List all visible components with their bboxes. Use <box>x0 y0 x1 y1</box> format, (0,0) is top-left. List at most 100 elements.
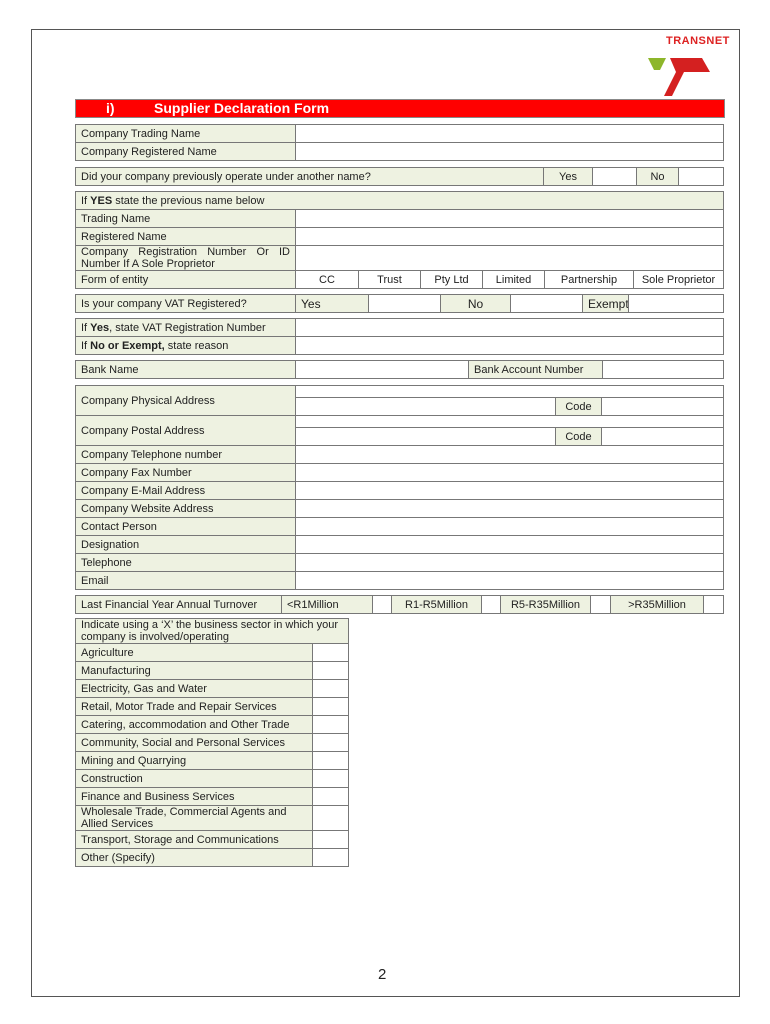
telephone-field[interactable] <box>295 445 724 464</box>
vat-details-table: If Yes, state VAT Registration Number If… <box>75 318 724 355</box>
label-telephone: Company Telephone number <box>75 445 296 464</box>
label-contact-email: Email <box>75 571 296 590</box>
label-vat-number: If Yes, state VAT Registration Number <box>75 318 296 337</box>
vat-reason-field[interactable] <box>295 336 724 355</box>
page-border <box>31 29 740 997</box>
entity-cc[interactable]: CC <box>295 270 359 289</box>
physical-address-line1[interactable] <box>295 385 724 398</box>
label-postal-code: Code <box>555 427 602 446</box>
label-website: Company Website Address <box>75 499 296 518</box>
contact-email-field[interactable] <box>295 571 724 590</box>
sector-checkbox[interactable] <box>312 848 349 867</box>
vat-reason-bold: No or Exempt, <box>90 339 165 352</box>
postal-code-field[interactable] <box>601 427 724 446</box>
turnover-option-label: <R1Million <box>281 595 373 614</box>
sector-checkbox[interactable] <box>312 697 349 716</box>
sector-checkbox[interactable] <box>312 643 349 662</box>
entity-sole-proprietor[interactable]: Sole Proprietor <box>633 270 724 289</box>
address-table: Company Physical Address Code Company Po… <box>75 385 724 518</box>
vat-number-field[interactable] <box>295 318 724 337</box>
label-physical-code: Code <box>555 397 602 416</box>
turnover-checkbox[interactable] <box>590 595 611 614</box>
previous-name-no-box[interactable] <box>678 167 724 186</box>
prev-trading-name-field[interactable] <box>295 209 724 228</box>
label-vat-yes: Yes <box>295 294 369 313</box>
entity-pty-ltd[interactable]: Pty Ltd <box>420 270 483 289</box>
sector-label: Catering, accommodation and Other Trade <box>75 715 313 734</box>
bank-name-field[interactable] <box>295 360 469 379</box>
email-address-field[interactable] <box>295 481 724 500</box>
transnet-logo-text: TRANSNET <box>666 35 730 47</box>
label-vat-exempt: Exempt <box>582 294 629 313</box>
form-title: Supplier Declaration Form <box>154 100 330 116</box>
vat-exempt-box[interactable] <box>628 294 724 313</box>
intro-prefix: If <box>81 194 91 207</box>
sector-checkbox[interactable] <box>312 805 349 831</box>
label-registration-number: Company Registration Number Or ID Number… <box>75 245 296 271</box>
sector-label: Agriculture <box>75 643 313 662</box>
bank-table: Bank Name Bank Account Number <box>75 360 724 379</box>
sector-checkbox[interactable] <box>312 769 349 788</box>
label-email-address: Company E-Mail Address <box>75 481 296 500</box>
physical-code-field[interactable] <box>601 397 724 416</box>
contact-telephone-field[interactable] <box>295 553 724 572</box>
turnover-checkbox[interactable] <box>703 595 724 614</box>
postal-address-line2[interactable] <box>295 427 556 446</box>
page-number: 2 <box>378 966 387 983</box>
vat-question: Is your company VAT Registered? <box>75 294 296 313</box>
intro-bold: YES <box>90 194 113 207</box>
turnover-checkbox[interactable] <box>481 595 501 614</box>
label-prev-trading-name: Trading Name <box>75 209 296 228</box>
registered-name-field[interactable] <box>295 142 724 161</box>
physical-address-line2[interactable] <box>295 397 556 416</box>
label-contact-person: Contact Person <box>75 517 296 536</box>
previous-name-question: Did your company previously operate unde… <box>75 167 544 186</box>
sector-label: Retail, Motor Trade and Repair Services <box>75 697 313 716</box>
vat-no-box[interactable] <box>510 294 583 313</box>
bank-account-field[interactable] <box>602 360 724 379</box>
sector-label: Community, Social and Personal Services <box>75 733 313 752</box>
entity-partnership[interactable]: Partnership <box>544 270 634 289</box>
vat-reg-bold: Yes <box>90 321 110 334</box>
turnover-checkbox[interactable] <box>372 595 392 614</box>
previous-details-table: If YES state the previous name below Tra… <box>75 191 724 289</box>
sector-checkbox[interactable] <box>312 751 349 770</box>
prev-registered-name-field[interactable] <box>295 227 724 246</box>
sector-label: Manufacturing <box>75 661 313 680</box>
sector-checkbox[interactable] <box>312 661 349 680</box>
sector-label: Construction <box>75 769 313 788</box>
entity-trust[interactable]: Trust <box>358 270 421 289</box>
fax-field[interactable] <box>295 463 724 482</box>
entity-limited[interactable]: Limited <box>482 270 545 289</box>
vat-yes-box[interactable] <box>368 294 441 313</box>
turnover-option-label: R5-R35Million <box>500 595 591 614</box>
postal-address-line1[interactable] <box>295 415 724 428</box>
label-no: No <box>636 167 679 186</box>
sector-label: Mining and Quarrying <box>75 751 313 770</box>
website-field[interactable] <box>295 499 724 518</box>
vat-reason-suffix: state reason <box>164 339 229 352</box>
vat-reason-prefix: If <box>81 339 91 352</box>
contact-person-field[interactable] <box>295 517 724 536</box>
sector-label: Electricity, Gas and Water <box>75 679 313 698</box>
sector-label: Finance and Business Services <box>75 787 313 806</box>
label-physical-address: Company Physical Address <box>75 385 296 416</box>
sector-checkbox[interactable] <box>312 679 349 698</box>
sector-checkbox[interactable] <box>312 733 349 752</box>
turnover-table: Last Financial Year Annual Turnover <R1M… <box>75 595 724 614</box>
sector-checkbox[interactable] <box>312 787 349 806</box>
sector-checkbox[interactable] <box>312 715 349 734</box>
label-trading-name: Company Trading Name <box>75 124 296 143</box>
label-form-of-entity: Form of entity <box>75 270 296 289</box>
sector-label: Wholesale Trade, Commercial Agents and A… <box>75 805 313 831</box>
designation-field[interactable] <box>295 535 724 554</box>
label-registered-name: Company Registered Name <box>75 142 296 161</box>
previous-name-yes-box[interactable] <box>592 167 637 186</box>
sector-checkbox[interactable] <box>312 830 349 849</box>
form-title-bar: i) Supplier Declaration Form <box>75 99 725 118</box>
registration-number-field[interactable] <box>295 245 724 271</box>
label-bank-account: Bank Account Number <box>468 360 603 379</box>
sector-intro: Indicate using a ‘X’ the business sector… <box>75 618 349 644</box>
label-turnover: Last Financial Year Annual Turnover <box>75 595 282 614</box>
trading-name-field[interactable] <box>295 124 724 143</box>
